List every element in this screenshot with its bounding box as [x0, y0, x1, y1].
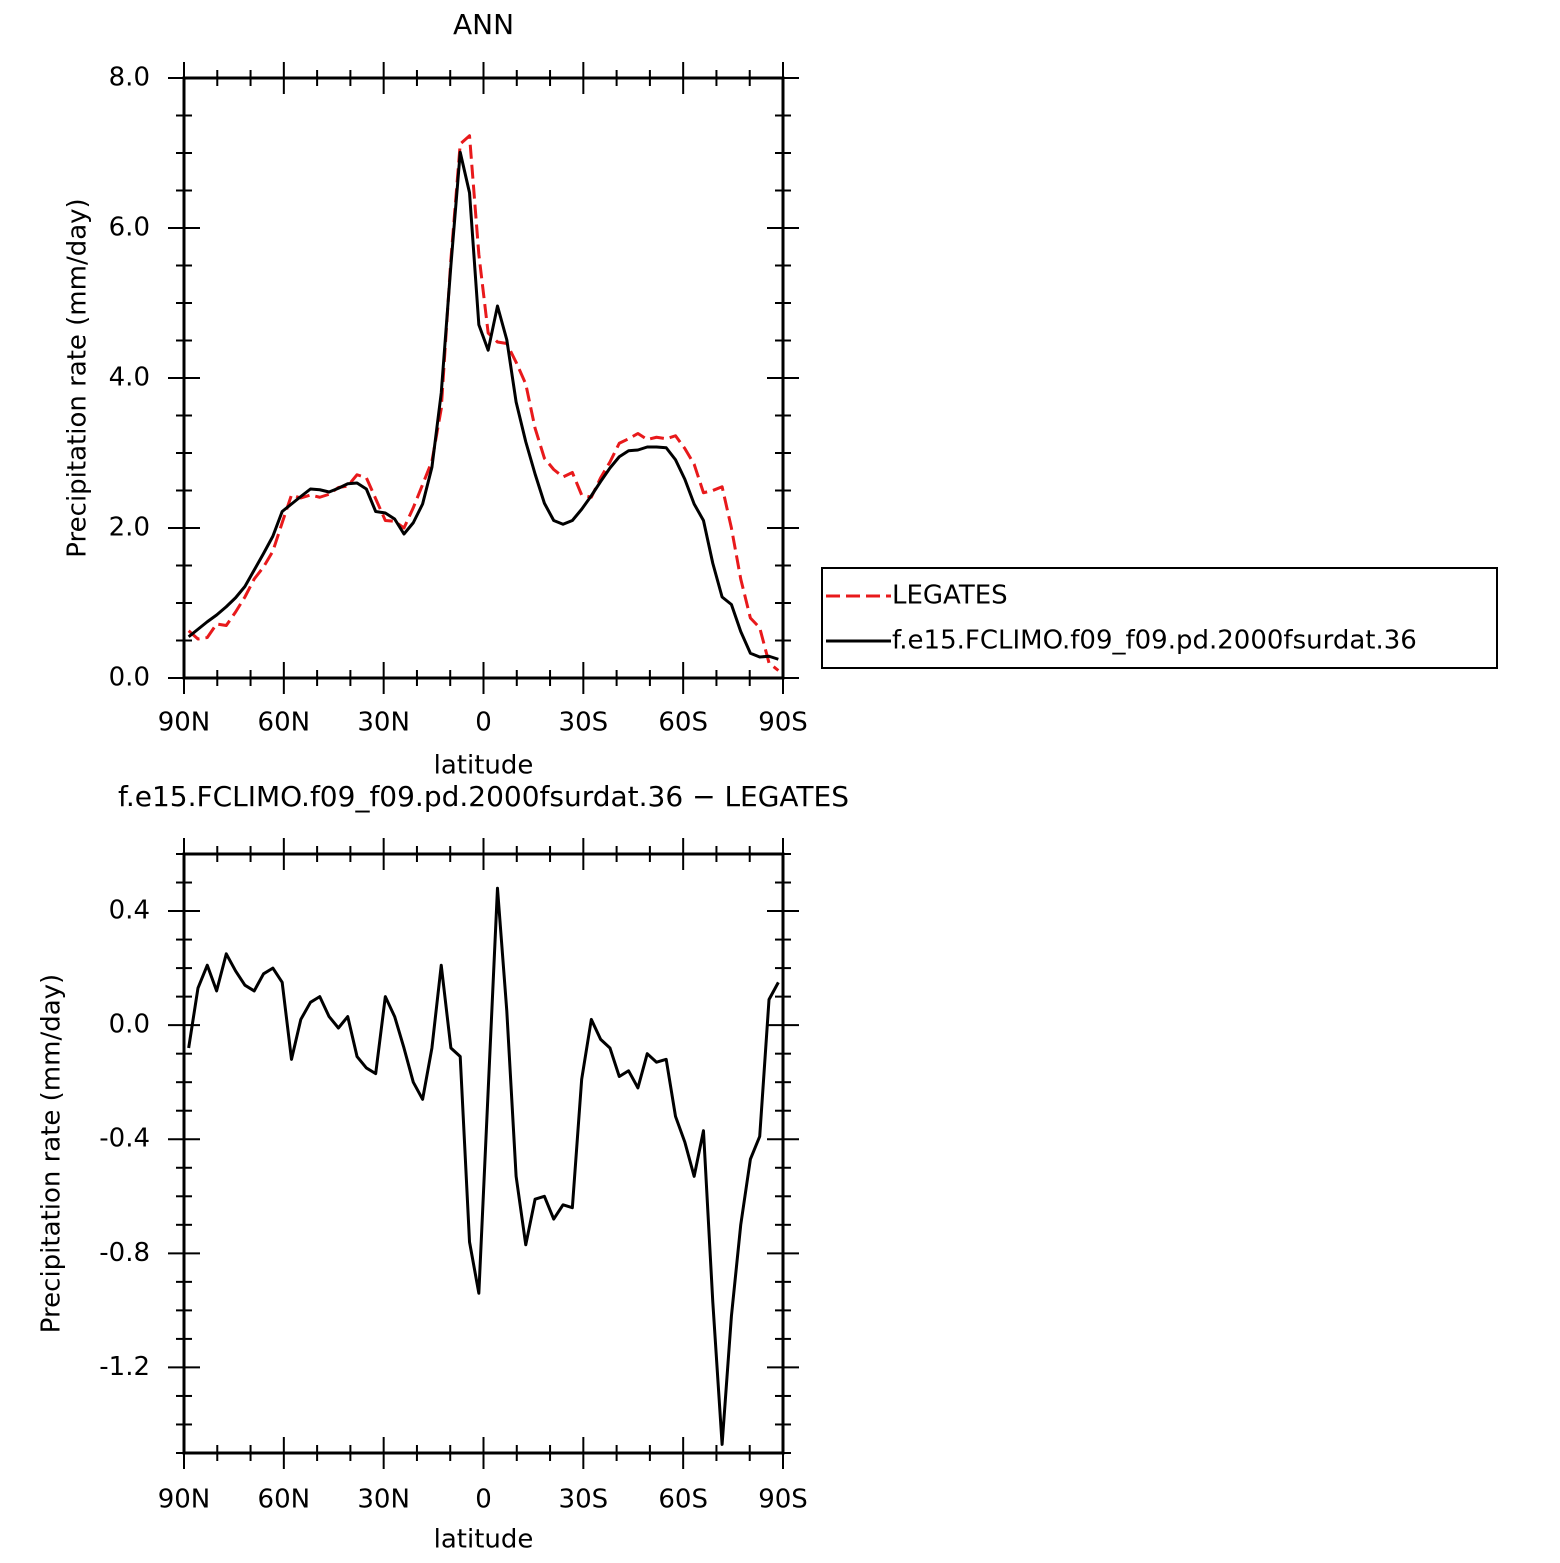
legend-box [821, 567, 1498, 669]
y-tick-label: 2.0 [109, 513, 150, 543]
legend-label: LEGATES [892, 581, 1008, 611]
y-tick-label: 4.0 [109, 363, 150, 393]
x-axis-label: latitude [434, 1525, 534, 1555]
y-tick-label: 0.0 [109, 663, 150, 693]
x-tick-label: 60S [658, 708, 708, 738]
y-tick-label: 0.4 [109, 896, 150, 926]
y-axis-label: Precipitation rate (mm/day) [63, 198, 93, 557]
plot-frame [182, 852, 785, 1455]
y-axis-label: Precipitation rate (mm/day) [37, 974, 67, 1333]
x-tick-label: 90N [158, 708, 211, 738]
x-tick-label: 30S [559, 1485, 609, 1515]
chart-title: ANN [453, 8, 514, 41]
y-tick-label: -1.2 [99, 1352, 150, 1382]
y-tick-label: -0.4 [99, 1124, 150, 1154]
legend-label: f.e15.FCLIMO.f09_f09.pd.2000fsurdat.36 [892, 626, 1417, 656]
y-tick-label: 0.0 [109, 1010, 150, 1040]
x-tick-label: 30S [559, 708, 609, 738]
x-tick-label: 90S [758, 708, 808, 738]
series-line [187, 150, 779, 661]
x-tick-label: 60N [258, 708, 311, 738]
x-axis-label: latitude [434, 751, 534, 781]
data-line [187, 886, 780, 1446]
x-tick-label: 90N [158, 1485, 211, 1515]
y-tick-label: 8.0 [109, 63, 150, 93]
chart-title: f.e15.FCLIMO.f09_f09.pd.2000fsurdat.36 −… [118, 780, 849, 813]
plot-frame [182, 76, 785, 680]
x-tick-label: 60N [258, 1485, 311, 1515]
x-tick-label: 0 [475, 1485, 492, 1515]
x-tick-label: 0 [475, 708, 492, 738]
x-tick-label: 30N [357, 1485, 410, 1515]
series-line [187, 134, 780, 672]
x-tick-label: 60S [658, 1485, 708, 1515]
x-tick-label: 90S [758, 1485, 808, 1515]
x-tick-label: 30N [357, 708, 410, 738]
y-tick-label: -0.8 [99, 1238, 150, 1268]
y-tick-label: 6.0 [109, 213, 150, 243]
